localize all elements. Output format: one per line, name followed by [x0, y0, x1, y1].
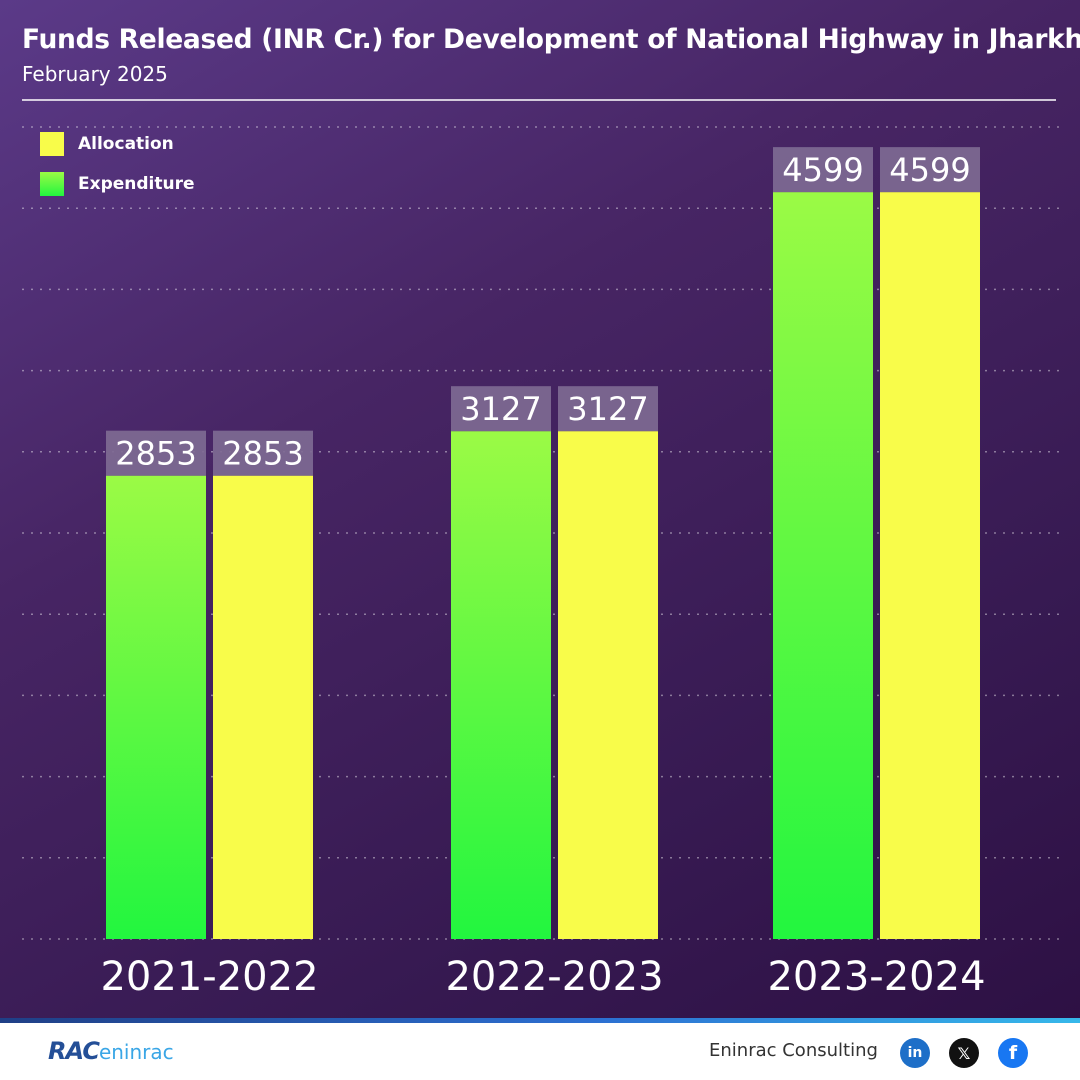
footer-accent-bar: [0, 1018, 1080, 1023]
data-label: 4599: [889, 151, 970, 189]
data-label: 3127: [460, 390, 541, 428]
title-divider: [22, 99, 1056, 101]
bar-expenditure-2021-2022: [106, 475, 206, 939]
bar-chart: 2853 2853 2021-2022 3127 3127 2022-2023 4599 45…: [100, 147, 985, 1000]
legend: Allocation Expenditure: [40, 132, 195, 212]
legend-item-allocation: Allocation: [40, 132, 195, 156]
linkedin-icon[interactable]: in: [900, 1038, 930, 1068]
bar-allocation-2021-2022: [213, 475, 313, 939]
chart-subtitle: February 2025: [22, 62, 168, 86]
bar-expenditure-2023-2024: [773, 192, 873, 939]
data-label: 4599: [782, 151, 863, 189]
data-label-box: [880, 147, 980, 193]
data-label: 3127: [567, 390, 648, 428]
data-label: 2853: [115, 435, 196, 473]
data-label-box: [451, 386, 551, 432]
bar-allocation-2022-2023: [558, 431, 658, 939]
bar-allocation-2023-2024: [880, 192, 980, 939]
legend-label-expenditure: Expenditure: [78, 174, 195, 194]
data-label-box: [106, 430, 206, 476]
data-label-box: [773, 147, 873, 193]
expenditure-swatch: [40, 172, 64, 196]
company-name: Eninrac Consulting: [709, 1040, 878, 1061]
data-label: 2853: [222, 435, 303, 473]
data-label-box: [213, 430, 313, 476]
bar-expenditure-2022-2023: [451, 431, 551, 939]
logo-light-text: eninrac: [98, 1040, 174, 1064]
logo-bold-text: RAC: [48, 1037, 100, 1065]
chart-title: Funds Released (INR Cr.) for Development…: [22, 24, 1080, 55]
legend-item-expenditure: Expenditure: [40, 172, 195, 196]
allocation-swatch: [40, 132, 64, 156]
x-tick-label: 2022-2023: [445, 954, 663, 1000]
legend-label-allocation: Allocation: [78, 134, 174, 154]
data-label-box: [558, 386, 658, 432]
x-tick-label: 2021-2022: [100, 954, 318, 1000]
x-icon[interactable]: 𝕏: [949, 1038, 979, 1068]
x-tick-label: 2023-2024: [767, 954, 985, 1000]
logo-text: RACeninrac: [48, 1037, 174, 1065]
eninrac-logo: RACeninrac: [48, 1037, 174, 1065]
facebook-icon[interactable]: f: [998, 1038, 1028, 1068]
footer: RACeninrac Eninrac Consulting in 𝕏 f: [0, 1023, 1080, 1080]
